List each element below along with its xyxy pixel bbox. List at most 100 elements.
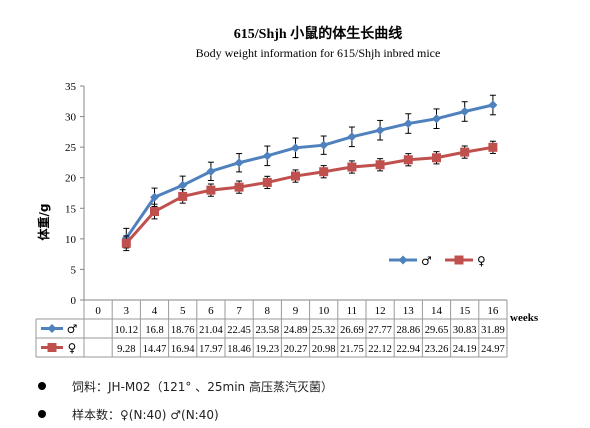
growth-chart: 615/Shjh 小鼠的体生长曲线 Body weight information… bbox=[35, 25, 539, 358]
legend-label: ♀ bbox=[477, 254, 486, 268]
data-point bbox=[206, 185, 216, 195]
data-point bbox=[262, 151, 272, 161]
data-point bbox=[319, 167, 329, 177]
y-tick-label: 35 bbox=[65, 81, 77, 93]
x-tick-label: 0 bbox=[95, 305, 101, 317]
chart-title: 615/Shjh 小鼠的体生长曲线 bbox=[234, 25, 402, 42]
data-point bbox=[178, 180, 188, 190]
x-tick-label: 14 bbox=[431, 305, 443, 317]
y-tick-label: 25 bbox=[65, 142, 77, 154]
data-point bbox=[234, 158, 244, 168]
table-value: 29.65 bbox=[425, 325, 449, 336]
x-tick-label: 6 bbox=[208, 305, 214, 317]
data-point bbox=[432, 153, 441, 163]
table-value: 23.26 bbox=[425, 344, 449, 355]
bullet-icon bbox=[38, 382, 46, 390]
table-value: 22.45 bbox=[227, 325, 251, 336]
data-point bbox=[347, 132, 357, 142]
table-value: 19.23 bbox=[255, 344, 279, 355]
x-tick-label: 11 bbox=[347, 305, 358, 317]
table-value: 24.89 bbox=[284, 325, 308, 336]
table-value: 22.12 bbox=[368, 344, 392, 355]
data-point bbox=[178, 191, 188, 201]
data-point bbox=[291, 143, 300, 153]
table-value: 20.98 bbox=[312, 344, 336, 355]
data-point bbox=[121, 238, 131, 248]
data-point bbox=[291, 171, 300, 181]
table-value: 22.94 bbox=[396, 344, 420, 355]
table-value: 23.58 bbox=[255, 325, 279, 336]
table-value: 17.97 bbox=[199, 344, 223, 355]
note-feed: 饲料：JH-M02（121° 、25min 高压蒸汽灭菌） bbox=[38, 372, 333, 400]
legend-label: ♂ bbox=[421, 254, 432, 268]
table-value: 20.27 bbox=[284, 344, 308, 355]
note-sample-size: 样本数：♀(N:40) ♂(N:40) bbox=[38, 400, 333, 428]
data-point bbox=[375, 125, 385, 135]
data-point bbox=[488, 142, 498, 152]
chart-subtitle: Body weight information for 615/Shjh inb… bbox=[196, 46, 441, 60]
data-point bbox=[403, 119, 413, 129]
table-series-name: ♀ bbox=[68, 341, 77, 355]
x-tick-label: 15 bbox=[459, 305, 471, 317]
data-point bbox=[460, 106, 470, 116]
table-value: 14.47 bbox=[143, 344, 167, 355]
table-value: 21.75 bbox=[340, 344, 364, 355]
table-series-name: ♂ bbox=[67, 322, 78, 336]
data-point bbox=[150, 192, 159, 202]
notes: 饲料：JH-M02（121° 、25min 高压蒸汽灭菌） 样本数：♀(N:40… bbox=[38, 372, 333, 428]
table-value: 26.69 bbox=[340, 325, 364, 336]
data-point bbox=[403, 155, 413, 165]
table-value: 24.97 bbox=[481, 344, 505, 355]
data-point bbox=[150, 207, 159, 217]
table-value: 24.19 bbox=[453, 344, 477, 355]
y-tick-label: 5 bbox=[71, 264, 77, 276]
x-tick-label: 3 bbox=[124, 305, 130, 317]
x-tick-label: 10 bbox=[318, 305, 330, 317]
x-tick-label: 13 bbox=[403, 305, 415, 317]
legend-marker bbox=[398, 255, 408, 265]
x-tick-label: 4 bbox=[152, 305, 158, 317]
x-tick-label: 5 bbox=[180, 305, 186, 317]
data-point bbox=[234, 182, 244, 192]
data-point bbox=[375, 160, 385, 170]
legend-marker bbox=[454, 255, 464, 265]
y-axis-label: 体重/g bbox=[36, 204, 51, 241]
y-tick-label: 0 bbox=[71, 295, 77, 307]
x-tick-label: 12 bbox=[375, 305, 386, 317]
y-tick-label: 20 bbox=[65, 173, 77, 185]
x-tick-label: 9 bbox=[293, 305, 299, 317]
y-tick-label: 30 bbox=[65, 112, 77, 124]
series-line-female bbox=[125, 145, 494, 245]
table-value: 21.04 bbox=[199, 325, 223, 336]
table-value: 18.46 bbox=[227, 344, 251, 355]
data-point bbox=[488, 100, 498, 110]
note-feed-text: 饲料：JH-M02（121° 、25min 高压蒸汽灭菌） bbox=[72, 379, 333, 394]
series-line-male bbox=[125, 103, 494, 239]
note-sample-size-text: 样本数：♀(N:40) ♂(N:40) bbox=[72, 407, 219, 422]
x-tick-label: 7 bbox=[236, 305, 242, 317]
table-value: 30.83 bbox=[453, 325, 477, 336]
data-point bbox=[319, 140, 329, 150]
data-point bbox=[432, 114, 441, 124]
table-value: 28.86 bbox=[396, 325, 420, 336]
table-value: 10.12 bbox=[114, 325, 138, 336]
table-value: 25.32 bbox=[312, 325, 336, 336]
y-tick-label: 15 bbox=[65, 203, 77, 215]
y-tick-label: 10 bbox=[65, 234, 77, 246]
bullet-icon bbox=[38, 410, 46, 418]
table-value: 27.77 bbox=[368, 325, 392, 336]
table-value: 31.89 bbox=[481, 325, 505, 336]
data-point bbox=[206, 166, 216, 176]
table-value: 16.94 bbox=[171, 344, 195, 355]
table-value: 18.76 bbox=[171, 325, 195, 336]
data-point bbox=[460, 147, 470, 157]
table-legend-marker bbox=[47, 324, 57, 333]
data-point bbox=[347, 162, 357, 172]
x-tick-label: 8 bbox=[265, 305, 271, 317]
x-tick-label: 16 bbox=[487, 305, 499, 317]
table-value: 9.28 bbox=[117, 344, 135, 355]
data-point bbox=[262, 177, 272, 187]
table-value: 16.8 bbox=[145, 325, 163, 336]
table-legend-marker bbox=[47, 343, 57, 352]
x-axis-label: weeks bbox=[510, 312, 539, 324]
